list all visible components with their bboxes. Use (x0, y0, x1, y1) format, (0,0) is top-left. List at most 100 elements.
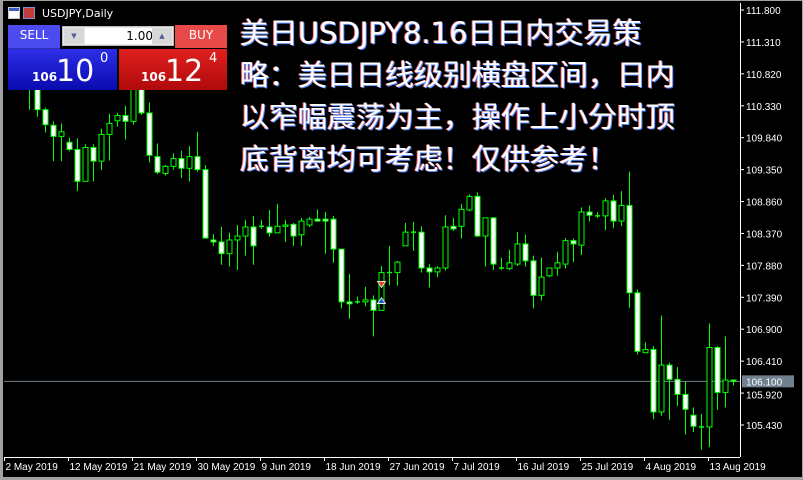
candle-body-bull (394, 261, 401, 274)
sell-price-button[interactable]: 106 10 0 (8, 49, 117, 90)
candle (146, 102, 153, 163)
candle (314, 209, 321, 222)
candle (387, 245, 392, 286)
candle-body-bull (170, 158, 177, 167)
candle (666, 362, 673, 420)
candle (170, 153, 177, 170)
candle (411, 221, 416, 252)
price-tick-label: 111.800 (746, 6, 781, 17)
candle (282, 219, 289, 242)
candle (98, 128, 105, 171)
one-click-trading-icon[interactable] (8, 7, 20, 19)
chart-title-bar: USDJPY,Daily (8, 5, 113, 21)
candle (714, 346, 721, 411)
price-tick-label: 106.410 (746, 357, 783, 368)
candle-body-bear (634, 292, 641, 352)
candle-body-bear (730, 379, 737, 382)
candle (370, 295, 377, 337)
candle (178, 150, 185, 179)
candle (466, 194, 473, 212)
candle (274, 204, 281, 234)
increase-volume-icon[interactable]: ▲ (152, 28, 172, 44)
candle-body-bull (186, 156, 193, 169)
candle-body-bear (450, 225, 457, 230)
candle (426, 264, 433, 288)
price-tick-label: 111.310 (746, 38, 781, 49)
overlay-line: 略：美日日线级别横盘区间，日内 (240, 58, 676, 92)
current-price-label: 106.100 (746, 377, 783, 388)
candle (538, 257, 545, 301)
time-tick-label: 7 Jul 2019 (454, 462, 501, 473)
sell-button[interactable]: SELL (8, 25, 60, 49)
candle (202, 165, 209, 239)
candle (162, 165, 169, 176)
candle (234, 224, 241, 270)
candle-body-bear (666, 364, 673, 380)
candle-body-bear (346, 301, 353, 305)
buy-price-button[interactable]: 106 12 4 (119, 49, 227, 90)
candle (394, 260, 401, 286)
candle-body-bear (610, 200, 617, 222)
volume-stepper[interactable]: ▼ ▲ (62, 26, 174, 46)
time-tick-label: 25 Jul 2019 (582, 462, 634, 473)
candle (562, 238, 569, 269)
volume-input[interactable] (85, 28, 155, 44)
candle-body-bull (618, 204, 625, 222)
candle (218, 226, 225, 265)
price-tick-label: 105.920 (746, 390, 783, 401)
candle-body-bull (578, 211, 585, 246)
candle-body-bull (546, 267, 553, 277)
price-tick-label: 106.900 (746, 325, 783, 336)
sell-price-prefix: 106 (32, 70, 58, 84)
candle (442, 215, 449, 271)
candle (106, 113, 113, 161)
candle-body-bull (378, 272, 385, 311)
candle-body-bear (194, 156, 201, 171)
candle (522, 234, 529, 267)
candle (82, 144, 89, 182)
time-tick-label: 21 May 2019 (134, 462, 192, 473)
candle (250, 215, 257, 265)
candle-body-bull (658, 364, 665, 413)
candle (474, 192, 481, 237)
candle (42, 107, 49, 133)
candle (90, 144, 97, 182)
candle-body-bear (322, 218, 329, 222)
candle-body-bull (554, 262, 561, 269)
candle-body-bull (226, 239, 233, 255)
one-click-trading-panel: SELL ▼ ▲ BUY 106 10 0 106 12 4 (8, 25, 227, 90)
candle (154, 143, 161, 175)
candle (530, 255, 537, 309)
overlay-line: 以窄幅震荡为主，操作上小分时顶 (240, 100, 676, 134)
candle-body-bear (66, 141, 73, 150)
candle-body-bull (162, 165, 169, 175)
candle-body-bull (514, 243, 521, 265)
sell-price-sup: 0 (100, 51, 109, 66)
candle (186, 146, 193, 182)
candle (362, 286, 369, 307)
decrease-volume-icon[interactable]: ▼ (64, 28, 84, 44)
candle (402, 223, 409, 247)
candle-body-bear (530, 260, 537, 296)
candle-body-bear (690, 414, 697, 427)
overlay-line: 底背离均可考虑！仅供参考！ (240, 142, 618, 176)
candle (490, 217, 497, 270)
candle-body-bear (202, 169, 209, 239)
candle (626, 171, 633, 308)
buy-button[interactable]: BUY (175, 25, 227, 48)
candle-body-bull (482, 217, 489, 237)
time-tick-label: 27 Jun 2019 (390, 462, 445, 473)
candle-body-bull (98, 133, 105, 162)
price-tick-label: 110.330 (746, 102, 782, 113)
price-tick-label: 107.880 (746, 261, 783, 272)
candle (642, 342, 649, 354)
candle-body-bull (130, 84, 137, 122)
candle-body-bear (74, 148, 81, 182)
chart-symbol-title: USDJPY,Daily (42, 6, 114, 20)
time-tick-label: 13 Aug 2019 (710, 462, 767, 473)
candle (554, 251, 561, 276)
candle-body-bear (626, 204, 633, 294)
trade-tools-icon[interactable] (23, 7, 35, 19)
candle (458, 204, 465, 239)
